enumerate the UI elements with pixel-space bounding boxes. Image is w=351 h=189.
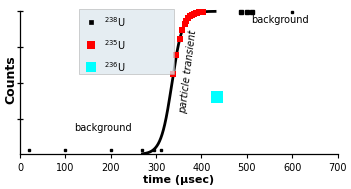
Text: particle transient: particle transient	[178, 29, 198, 114]
Text: background: background	[252, 15, 309, 25]
Text: $^{236}$U: $^{236}$U	[104, 60, 126, 74]
Y-axis label: Counts: Counts	[4, 55, 17, 104]
Text: $^{235}$U: $^{235}$U	[104, 38, 126, 52]
X-axis label: time (μsec): time (μsec)	[143, 175, 214, 185]
FancyBboxPatch shape	[79, 9, 174, 74]
Text: $^{238}$U: $^{238}$U	[104, 15, 126, 29]
Text: background: background	[74, 123, 131, 133]
